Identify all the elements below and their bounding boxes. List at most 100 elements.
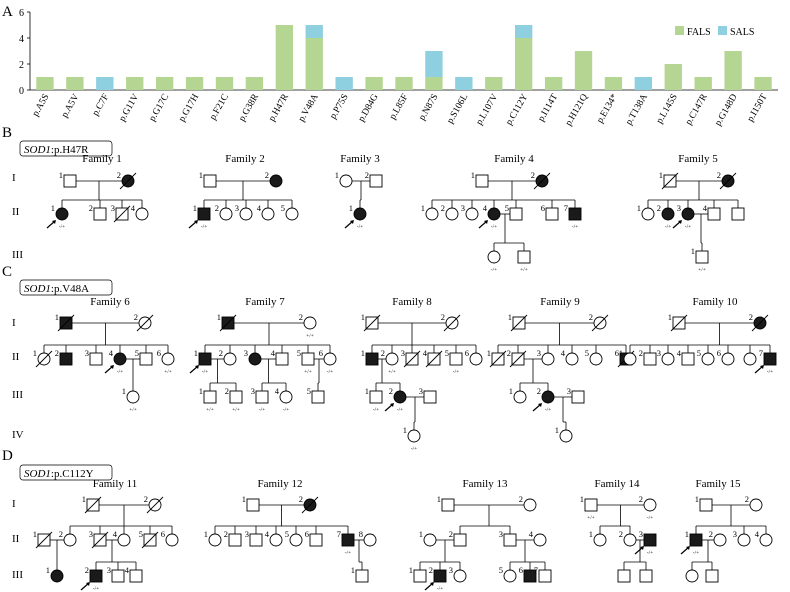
bar-fals-pg38r xyxy=(245,77,264,90)
x-tick-label: p.G17C xyxy=(148,93,172,124)
group-box-c xyxy=(19,279,113,296)
unaffected-male xyxy=(228,533,242,547)
affected-female xyxy=(353,207,367,221)
affected-male xyxy=(59,352,73,366)
individual-number: 2 xyxy=(381,348,385,358)
x-tick-label: p.L145S xyxy=(655,93,680,126)
individual-number: 2 xyxy=(639,494,643,504)
unaffected-female xyxy=(661,352,675,366)
family-title-5: Family 5 xyxy=(678,153,718,165)
individual-number: 1 xyxy=(59,170,63,180)
genotype-label: -/+ xyxy=(259,407,265,413)
individual-number: 1 xyxy=(589,529,593,539)
family-title-10: Family 10 xyxy=(693,296,738,308)
bar-fals-pg17h xyxy=(185,77,204,90)
bar-fals-pg148d xyxy=(724,51,742,90)
unaffected-male xyxy=(699,498,713,512)
individual-number: 5 xyxy=(499,565,503,575)
deceased-slash xyxy=(113,205,131,223)
panel-label-d: D xyxy=(2,448,13,464)
unaffected-male xyxy=(571,390,585,404)
unaffected-male xyxy=(449,352,463,366)
affected-female xyxy=(393,390,407,404)
individual-number: 2 xyxy=(531,170,535,180)
proband-arrowhead xyxy=(350,220,354,224)
y-tick-label: 4 xyxy=(19,34,24,45)
unaffected-female xyxy=(279,390,293,404)
family-title-4: Family 4 xyxy=(494,153,534,165)
genotype-label: -/+ xyxy=(117,369,123,375)
individual-number: 1 xyxy=(217,312,221,322)
unaffected-female xyxy=(323,352,337,366)
individual-number: 3 xyxy=(733,529,737,539)
proband-arrowhead xyxy=(538,403,542,407)
unaffected-female xyxy=(303,316,317,330)
unaffected-female xyxy=(269,533,283,547)
bar-sals-ps106l xyxy=(455,77,473,90)
gen-label-d-iii: III xyxy=(12,569,23,581)
individual-number: 2 xyxy=(265,170,269,180)
family-title-14: Family 14 xyxy=(595,478,640,490)
individual-number: 1 xyxy=(691,246,695,256)
x-tick-label: p.G148D xyxy=(714,92,740,128)
family-title-9: Family 9 xyxy=(540,296,580,308)
family-title-11: Family 11 xyxy=(93,478,138,490)
affected-female xyxy=(113,352,127,366)
legend-swatch-fals xyxy=(675,26,684,35)
affected-male xyxy=(198,352,212,366)
proband-arrowhead xyxy=(760,365,764,369)
individual-number: 3 xyxy=(537,348,541,358)
deceased-slash xyxy=(403,350,421,368)
individual-number: 2 xyxy=(55,348,59,358)
genotype-label: -/+ xyxy=(665,224,671,230)
genotype-label: +/+ xyxy=(587,515,595,521)
individual-number: 1 xyxy=(351,565,355,575)
genotype-label: +/+ xyxy=(232,407,240,413)
individual-number: 1 xyxy=(421,203,425,213)
unaffected-male xyxy=(453,533,467,547)
unaffected-female xyxy=(513,390,527,404)
bar-sals-pc7f xyxy=(96,77,114,90)
individual-number: 1 xyxy=(33,348,37,358)
affected-female xyxy=(541,390,555,404)
x-tick-label: p.H121Q xyxy=(564,92,590,128)
unaffected-male xyxy=(309,533,323,547)
deceased-slash xyxy=(509,350,527,368)
individual-number: 2 xyxy=(519,494,523,504)
y-tick-label: 6 xyxy=(19,8,24,19)
x-tick-label: p.F21C xyxy=(208,92,231,121)
unaffected-female xyxy=(208,533,222,547)
bar-fals-pn87s xyxy=(425,77,443,90)
individual-number: 2 xyxy=(749,312,753,322)
unaffected-male xyxy=(681,352,695,366)
unaffected-male xyxy=(63,174,77,188)
unaffected-male xyxy=(93,207,107,221)
individual-number: 4 xyxy=(257,203,262,213)
individual-number: 2 xyxy=(589,312,593,322)
bar-fals-pa5s xyxy=(36,77,54,90)
proband-arrowhead xyxy=(390,403,394,407)
unaffected-male xyxy=(695,250,709,264)
unaffected-female xyxy=(219,207,233,221)
proband-arrowhead xyxy=(686,546,690,550)
unaffected-male xyxy=(275,352,289,366)
bar-fals-ph121q xyxy=(574,51,593,90)
individual-number: 1 xyxy=(580,494,584,504)
individual-number: 1 xyxy=(199,170,203,180)
individual-number: 2 xyxy=(144,494,148,504)
individual-number: 3 xyxy=(499,529,503,539)
affected-female xyxy=(487,207,501,221)
individual-number: 3 xyxy=(449,565,453,575)
individual-number: 2 xyxy=(89,203,93,213)
genotype-label: -/+ xyxy=(327,369,333,375)
genotype-label: +/+ xyxy=(164,369,172,375)
deceased-slash xyxy=(35,350,53,368)
family-title-8: Family 8 xyxy=(392,296,432,308)
bar-fals-pf21c xyxy=(215,77,234,90)
unaffected-female xyxy=(445,207,459,221)
individual-number: 3 xyxy=(639,529,643,539)
individual-number: 2 xyxy=(134,312,138,322)
individual-number: 5 xyxy=(297,348,301,358)
deceased-slash xyxy=(443,314,461,332)
individual-number: 4 xyxy=(561,348,566,358)
